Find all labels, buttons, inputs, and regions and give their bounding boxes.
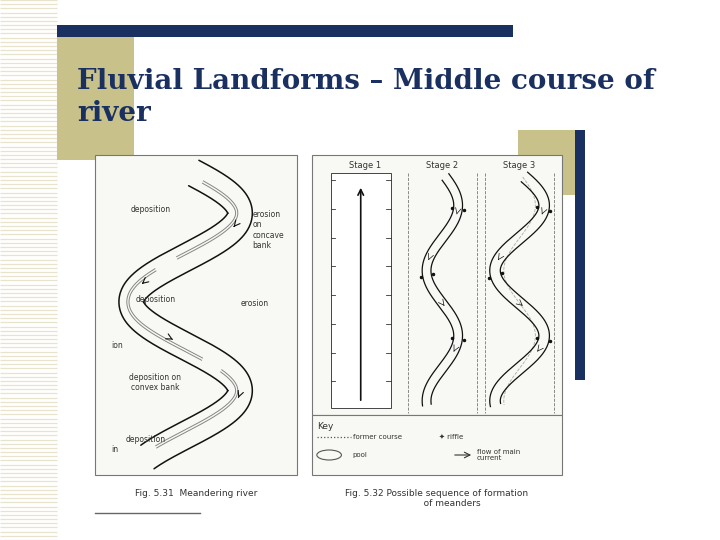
- Text: deposition: deposition: [125, 435, 166, 444]
- Text: Stage 2: Stage 2: [426, 160, 459, 170]
- Bar: [312, 155, 562, 415]
- Text: deposition: deposition: [131, 206, 171, 214]
- Text: ion: ion: [111, 341, 122, 349]
- Bar: [95, 155, 297, 475]
- Text: Stage 3: Stage 3: [503, 160, 536, 170]
- Text: Fig. 5.31  Meandering river: Fig. 5.31 Meandering river: [135, 489, 257, 498]
- Text: erosion
on
concave
bank: erosion on concave bank: [252, 210, 284, 250]
- Bar: [575, 130, 585, 380]
- Text: ✦ riffle: ✦ riffle: [438, 434, 463, 440]
- Text: deposition on
convex bank: deposition on convex bank: [130, 373, 181, 393]
- Bar: [331, 173, 390, 408]
- Text: deposition: deposition: [135, 295, 175, 305]
- Bar: [57, 25, 513, 37]
- Text: Fig. 5.32 Possible sequence of formation
           of meanders: Fig. 5.32 Possible sequence of formation…: [345, 489, 528, 508]
- Text: former course: former course: [353, 434, 402, 440]
- Bar: [518, 130, 584, 195]
- Bar: [57, 25, 135, 160]
- Text: erosion: erosion: [240, 299, 269, 307]
- Bar: [312, 415, 562, 475]
- Text: in: in: [111, 446, 118, 455]
- Text: Fluvial Landforms – Middle course of: Fluvial Landforms – Middle course of: [77, 68, 655, 95]
- Text: river: river: [77, 100, 151, 127]
- Text: flow of main
current: flow of main current: [477, 449, 520, 462]
- Text: Key: Key: [317, 422, 333, 431]
- Text: pool: pool: [353, 452, 368, 458]
- Text: Stage 1: Stage 1: [349, 160, 381, 170]
